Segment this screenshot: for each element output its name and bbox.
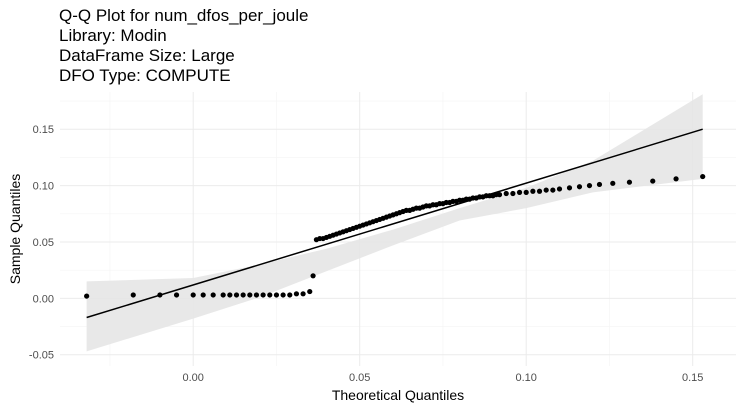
confidence-band <box>86 94 703 352</box>
sample-point <box>253 292 260 298</box>
sample-point <box>536 188 543 194</box>
sample-point <box>576 184 583 190</box>
sample-point <box>523 189 529 195</box>
sample-point <box>273 292 280 298</box>
sample-point <box>566 185 573 191</box>
x-axis-ticks: 0.00 0.05 0.10 0.15 <box>182 372 703 384</box>
sample-point <box>626 179 633 185</box>
sample-point <box>260 292 266 298</box>
sample-point <box>530 188 536 194</box>
sample-point <box>550 187 556 193</box>
sample-point <box>240 292 246 298</box>
major-grid <box>60 92 736 366</box>
x-tick-label: 0.00 <box>182 372 203 384</box>
sample-point <box>673 176 679 182</box>
sample-point <box>210 292 216 298</box>
y-tick-label: 0.00 <box>33 293 54 305</box>
title-line-4: DFO Type: COMPUTE <box>59 66 231 85</box>
sample-point <box>280 292 286 298</box>
title-line-1: Q-Q Plot for num_dfos_per_joule <box>59 6 309 25</box>
sample-point <box>586 182 593 189</box>
sample-point <box>157 292 163 298</box>
x-tick-label: 0.05 <box>349 372 370 384</box>
sample-point <box>287 292 293 298</box>
sample-point <box>610 180 616 186</box>
x-axis-title: Theoretical Quantiles <box>332 387 464 403</box>
y-axis-ticks: -0.05 0.00 0.05 0.10 0.15 <box>29 124 54 362</box>
title-line-3: DataFrame Size: Large <box>59 46 235 65</box>
sample-point <box>543 187 549 193</box>
y-tick-label: 0.15 <box>33 124 54 136</box>
sample-point <box>310 273 316 279</box>
sample-point <box>300 291 306 297</box>
sample-point <box>307 288 313 295</box>
title-line-2: Library: Modin <box>59 26 167 45</box>
y-tick-label: -0.05 <box>29 350 54 362</box>
sample-point <box>503 190 509 197</box>
reference-line <box>86 128 703 319</box>
sample-point <box>190 292 196 298</box>
sample-point <box>496 192 503 198</box>
sample-point <box>200 292 206 298</box>
sample-point <box>596 181 603 188</box>
chart-title: Q-Q Plot for num_dfos_per_joule Library:… <box>59 6 308 86</box>
sample-point <box>267 292 273 298</box>
sample-point <box>233 292 240 298</box>
y-axis-title: Sample Quantiles <box>7 174 23 285</box>
sample-point <box>650 178 656 184</box>
sample-point <box>227 292 233 298</box>
x-tick-label: 0.15 <box>682 372 703 384</box>
sample-points <box>84 173 706 299</box>
sample-point <box>700 173 706 180</box>
sample-point <box>84 293 90 299</box>
sample-point <box>293 291 300 297</box>
y-tick-label: 0.05 <box>33 237 54 249</box>
sample-point <box>510 190 516 197</box>
y-tick-label: 0.10 <box>33 181 54 193</box>
x-tick-label: 0.10 <box>515 372 536 384</box>
sample-point <box>173 292 180 298</box>
sample-point <box>220 292 226 298</box>
sample-point <box>130 292 136 298</box>
sample-point <box>556 186 563 192</box>
sample-point <box>247 292 253 298</box>
sample-point <box>516 189 523 195</box>
